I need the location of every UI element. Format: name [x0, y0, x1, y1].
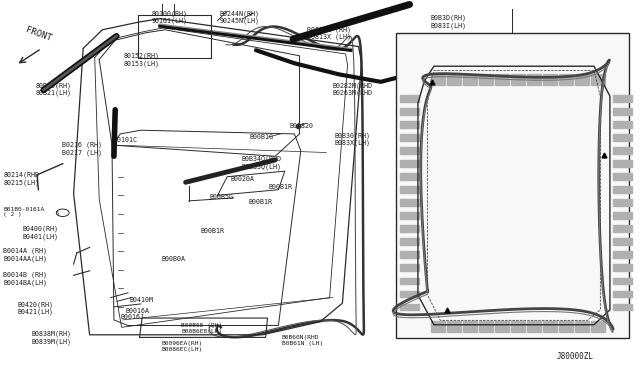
Bar: [543, 74, 557, 85]
Bar: [613, 291, 632, 297]
Text: B0101C: B0101C: [113, 137, 138, 143]
Text: B00B1R: B00B1R: [269, 184, 293, 190]
Text: 80100(RH)
90101(LH): 80100(RH) 90101(LH): [152, 10, 188, 25]
Bar: [400, 225, 419, 232]
Text: B0014A (RH)
B0014AA(LH): B0014A (RH) B0014AA(LH): [3, 248, 47, 262]
Bar: [396, 33, 629, 338]
Text: B0020A: B0020A: [230, 176, 254, 182]
Text: B0244N(RH)
90245N(LH): B0244N(RH) 90245N(LH): [220, 10, 260, 25]
Bar: [447, 74, 461, 85]
Text: B00820: B00820: [290, 124, 314, 129]
Text: B00B6E (RH)
B00B6E8(LH): B00B6E (RH) B00B6E8(LH): [181, 323, 222, 334]
Text: J80000ZL: J80000ZL: [557, 352, 594, 361]
Bar: [613, 121, 632, 128]
Bar: [400, 95, 419, 102]
Bar: [447, 321, 461, 332]
Bar: [527, 74, 541, 85]
Bar: [400, 121, 419, 128]
Bar: [591, 321, 605, 332]
Text: B0282M(RHD
B0263M(LHD: B0282M(RHD B0263M(LHD: [333, 82, 372, 96]
Bar: [400, 108, 419, 115]
Bar: [400, 264, 419, 271]
Text: B00B5G: B00B5G: [210, 194, 234, 200]
Text: B00B0E (RH)
B00B0ED(LH): B00B0E (RH) B00B0ED(LH): [418, 235, 462, 250]
Bar: [400, 251, 419, 258]
Bar: [591, 74, 605, 85]
Bar: [613, 134, 632, 141]
Bar: [431, 74, 445, 85]
Text: B0812X (RH)
B0813X (LH): B0812X (RH) B0813X (LH): [307, 26, 351, 41]
Bar: [613, 251, 632, 258]
Bar: [613, 186, 632, 193]
Bar: [463, 321, 477, 332]
Bar: [559, 321, 573, 332]
Text: 80214(RHD
80215(LH): 80214(RHD 80215(LH): [3, 171, 39, 186]
Text: 80152(RH)
80153(LH): 80152(RH) 80153(LH): [124, 52, 159, 67]
Text: B00B1R: B00B1R: [248, 199, 273, 205]
Bar: [400, 278, 419, 284]
Text: B0B3D(RH)
B083I(LH): B0B3D(RH) B083I(LH): [430, 15, 466, 29]
Text: B0420(RH)
B0421(LH): B0420(RH) B0421(LH): [18, 301, 54, 315]
Text: B0216 (RH)
B0217 (LH): B0216 (RH) B0217 (LH): [62, 142, 102, 156]
Text: B0014B (RH)
B0014BA(LH): B0014B (RH) B0014BA(LH): [3, 272, 47, 286]
Bar: [400, 291, 419, 297]
Bar: [400, 134, 419, 141]
Bar: [400, 147, 419, 154]
Bar: [613, 160, 632, 167]
Bar: [613, 225, 632, 232]
Bar: [495, 321, 509, 332]
Bar: [613, 238, 632, 245]
Text: B0B60N(RHD
B0B61N (LH): B0B60N(RHD B0B61N (LH): [282, 335, 323, 346]
Text: B00B0EB(RH)
B00B0EF(LH): B00B0EB(RH) B00B0EF(LH): [428, 196, 472, 210]
Text: 5: 5: [56, 211, 60, 216]
Text: B00B0A: B00B0A: [162, 256, 186, 262]
Bar: [613, 199, 632, 206]
Text: 80B20(RH)
80B21(LH): 80B20(RH) 80B21(LH): [35, 82, 71, 96]
Text: B0838M(RH)
B0839M(LH): B0838M(RH) B0839M(LH): [32, 331, 72, 345]
Text: B00B0EC(RH)
B00B0EG(LH): B00B0EC(RH) B00B0EG(LH): [467, 84, 511, 98]
Text: B0016J: B0016J: [120, 314, 145, 320]
Text: B0B34Q(RHD
B0B35Q(LH): B0B34Q(RHD B0B35Q(LH): [242, 155, 282, 170]
Bar: [400, 212, 419, 219]
Bar: [400, 304, 419, 310]
Bar: [613, 147, 632, 154]
Bar: [479, 321, 493, 332]
Bar: [527, 321, 541, 332]
Bar: [575, 74, 589, 85]
Text: B0400(RH)
B0401(LH): B0400(RH) B0401(LH): [22, 225, 58, 240]
Text: B0B30(RH)
B083X(LH): B0B30(RH) B083X(LH): [334, 132, 370, 147]
Bar: [400, 173, 419, 180]
Text: B00B1G: B00B1G: [250, 134, 274, 140]
Text: FRONT: FRONT: [24, 25, 52, 43]
Bar: [559, 74, 573, 85]
Text: B0410M: B0410M: [130, 297, 154, 303]
Text: B00B0EA(RH)
B00B0EE(LH): B00B0EA(RH) B00B0EE(LH): [470, 148, 515, 162]
Bar: [613, 173, 632, 180]
Bar: [511, 74, 525, 85]
Bar: [138, 15, 211, 58]
Bar: [511, 321, 525, 332]
Bar: [400, 238, 419, 245]
Text: B01B0-0161A
( 2 ): B01B0-0161A ( 2 ): [3, 206, 44, 218]
Bar: [613, 95, 632, 102]
Bar: [613, 212, 632, 219]
Bar: [613, 278, 632, 284]
Text: B0016A: B0016A: [125, 308, 150, 314]
Bar: [575, 321, 589, 332]
Bar: [543, 321, 557, 332]
Text: B0096EA(RH)
B0086EC(LH): B0096EA(RH) B0086EC(LH): [162, 341, 203, 352]
Bar: [400, 199, 419, 206]
Bar: [479, 74, 493, 85]
Text: B00B1R: B00B1R: [200, 228, 225, 234]
Bar: [431, 321, 445, 332]
Bar: [613, 108, 632, 115]
Bar: [400, 186, 419, 193]
Bar: [463, 74, 477, 85]
Bar: [613, 304, 632, 310]
Bar: [613, 264, 632, 271]
Bar: [400, 160, 419, 167]
Bar: [495, 74, 509, 85]
